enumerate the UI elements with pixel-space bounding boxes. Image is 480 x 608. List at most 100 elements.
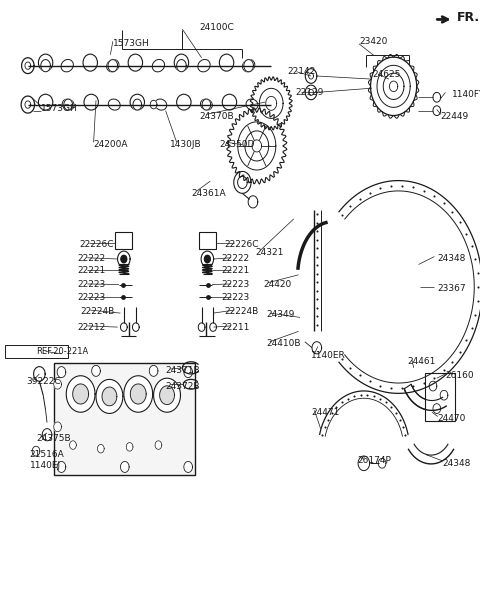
- Text: 26174P: 26174P: [358, 457, 392, 465]
- Polygon shape: [198, 323, 205, 331]
- Text: 24348: 24348: [438, 254, 466, 263]
- Text: 24420: 24420: [263, 280, 291, 289]
- Polygon shape: [118, 251, 130, 267]
- Text: 22223: 22223: [222, 294, 250, 302]
- Text: 24372B: 24372B: [166, 382, 200, 390]
- Polygon shape: [433, 106, 441, 116]
- Bar: [115, 232, 132, 249]
- Text: 23367: 23367: [438, 285, 467, 293]
- Text: 22223: 22223: [78, 280, 106, 289]
- Polygon shape: [92, 365, 100, 376]
- Text: 24371B: 24371B: [166, 367, 200, 375]
- Polygon shape: [202, 99, 211, 110]
- Polygon shape: [378, 458, 386, 468]
- Polygon shape: [149, 365, 158, 376]
- Text: 24410B: 24410B: [266, 339, 301, 348]
- Polygon shape: [248, 196, 258, 208]
- Polygon shape: [371, 57, 417, 116]
- Bar: [199, 232, 216, 249]
- Polygon shape: [22, 58, 34, 74]
- Polygon shape: [21, 96, 35, 113]
- Polygon shape: [131, 384, 146, 404]
- Text: 22226C: 22226C: [225, 240, 259, 249]
- Polygon shape: [204, 255, 210, 263]
- Text: 22212: 22212: [78, 323, 106, 331]
- Text: 24361A: 24361A: [191, 189, 226, 198]
- Bar: [54, 363, 195, 475]
- Polygon shape: [184, 461, 192, 472]
- Text: 24350D: 24350D: [220, 140, 255, 149]
- Polygon shape: [440, 390, 448, 400]
- Text: 22142: 22142: [287, 67, 315, 76]
- Polygon shape: [201, 251, 214, 267]
- Bar: [425, 373, 455, 421]
- Polygon shape: [66, 376, 95, 412]
- Text: 22211: 22211: [222, 323, 250, 331]
- Text: REF.20-221A: REF.20-221A: [36, 347, 88, 356]
- Polygon shape: [97, 444, 104, 453]
- Text: 1140EJ: 1140EJ: [30, 461, 61, 469]
- Polygon shape: [108, 60, 118, 72]
- Polygon shape: [429, 381, 437, 391]
- Text: 24375B: 24375B: [36, 435, 71, 443]
- Polygon shape: [305, 69, 317, 83]
- Polygon shape: [154, 378, 180, 412]
- Text: 22222: 22222: [222, 254, 250, 263]
- Polygon shape: [312, 342, 322, 354]
- Text: 24470: 24470: [438, 414, 466, 423]
- Text: 22223: 22223: [78, 294, 106, 302]
- Polygon shape: [64, 99, 72, 110]
- Polygon shape: [433, 404, 441, 413]
- Polygon shape: [244, 60, 253, 72]
- Text: 24200A: 24200A: [94, 140, 128, 149]
- Text: 22449: 22449: [441, 112, 469, 121]
- Polygon shape: [132, 323, 139, 331]
- Text: 22224B: 22224B: [81, 307, 115, 316]
- Polygon shape: [433, 92, 441, 102]
- Polygon shape: [102, 387, 117, 406]
- Text: 1573GH: 1573GH: [113, 40, 150, 48]
- Text: 22129: 22129: [295, 88, 324, 97]
- Text: 24461: 24461: [407, 358, 435, 366]
- Text: 1573GH: 1573GH: [41, 104, 78, 112]
- Polygon shape: [32, 446, 40, 456]
- Text: 22223: 22223: [222, 280, 250, 289]
- Polygon shape: [133, 99, 142, 110]
- Text: 22224B: 22224B: [225, 307, 259, 316]
- Text: 24625: 24625: [372, 70, 400, 78]
- Text: 24471: 24471: [311, 408, 339, 416]
- Text: 22221: 22221: [222, 266, 250, 275]
- Text: 24370B: 24370B: [199, 112, 234, 121]
- Text: FR.: FR.: [457, 10, 480, 24]
- Polygon shape: [305, 85, 317, 100]
- Text: 24100C: 24100C: [199, 23, 234, 32]
- Text: 24321: 24321: [255, 248, 284, 257]
- Text: 22226C: 22226C: [79, 240, 114, 249]
- Polygon shape: [41, 60, 50, 72]
- Polygon shape: [358, 456, 370, 471]
- Text: 1430JB: 1430JB: [170, 140, 202, 149]
- Polygon shape: [121, 255, 127, 263]
- Text: 24348: 24348: [443, 459, 471, 468]
- Polygon shape: [404, 384, 446, 410]
- Text: 22221: 22221: [78, 266, 106, 275]
- Polygon shape: [57, 461, 66, 472]
- Text: 24349: 24349: [266, 311, 295, 319]
- Polygon shape: [184, 367, 192, 378]
- Polygon shape: [126, 443, 133, 451]
- Polygon shape: [234, 171, 251, 193]
- Polygon shape: [42, 429, 52, 441]
- Text: 21516A: 21516A: [30, 451, 64, 459]
- Text: 23420: 23420: [359, 37, 387, 46]
- Polygon shape: [150, 100, 157, 109]
- Polygon shape: [70, 441, 76, 449]
- Polygon shape: [120, 461, 129, 472]
- Text: 26160: 26160: [445, 371, 474, 380]
- Polygon shape: [210, 323, 216, 331]
- Text: 1140FY: 1140FY: [452, 90, 480, 98]
- Polygon shape: [96, 379, 123, 413]
- Polygon shape: [73, 384, 88, 404]
- Polygon shape: [54, 379, 61, 389]
- Polygon shape: [57, 367, 66, 378]
- Text: 1140ER: 1140ER: [311, 351, 346, 360]
